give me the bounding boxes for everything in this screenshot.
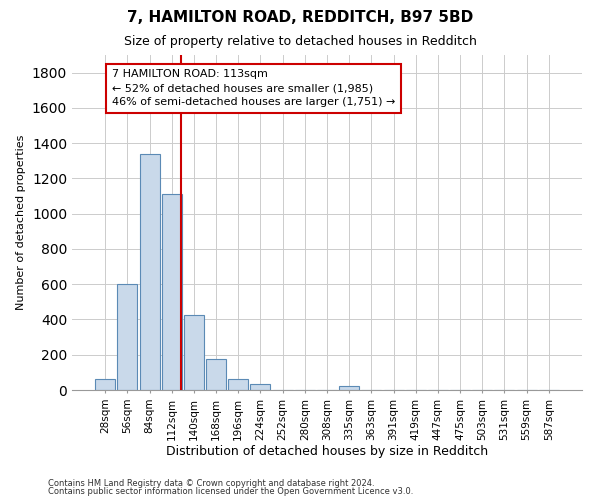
Bar	[95, 380, 115, 390]
Bar	[250, 384, 271, 390]
X-axis label: Distribution of detached houses by size in Redditch: Distribution of detached houses by size …	[166, 446, 488, 458]
Text: 7, HAMILTON ROAD, REDDITCH, B97 5BD: 7, HAMILTON ROAD, REDDITCH, B97 5BD	[127, 10, 473, 25]
Bar	[339, 386, 359, 390]
Bar	[206, 359, 226, 390]
Bar	[118, 284, 137, 390]
Y-axis label: Number of detached properties: Number of detached properties	[16, 135, 26, 310]
Text: Size of property relative to detached houses in Redditch: Size of property relative to detached ho…	[124, 35, 476, 48]
Bar	[184, 315, 204, 390]
Bar	[162, 194, 182, 390]
Text: 7 HAMILTON ROAD: 113sqm
← 52% of detached houses are smaller (1,985)
46% of semi: 7 HAMILTON ROAD: 113sqm ← 52% of detache…	[112, 69, 395, 107]
Bar	[140, 154, 160, 390]
Text: Contains HM Land Registry data © Crown copyright and database right 2024.: Contains HM Land Registry data © Crown c…	[48, 478, 374, 488]
Bar	[228, 380, 248, 390]
Text: Contains public sector information licensed under the Open Government Licence v3: Contains public sector information licen…	[48, 487, 413, 496]
